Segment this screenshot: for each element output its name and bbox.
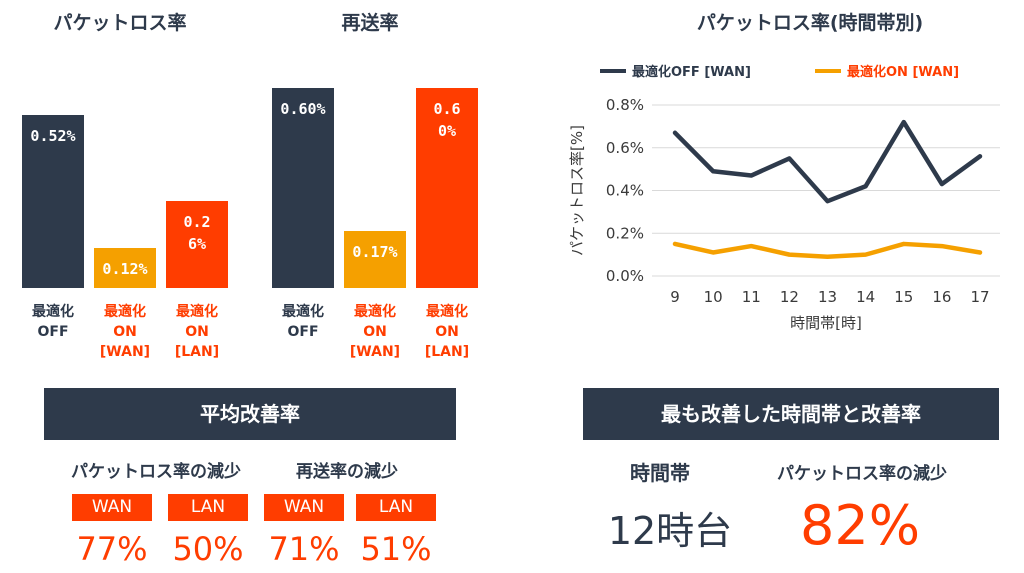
bar-chart-1-title: パケットロス率	[53, 12, 187, 34]
bar-value-label: 0.6 0%	[433, 100, 461, 140]
x-tick-label: 12	[780, 288, 799, 306]
series-line	[672, 241, 983, 260]
bar: 0.52%	[22, 114, 84, 288]
x-tick-label: 9	[670, 288, 680, 306]
bar: 0.6 0%	[416, 88, 478, 288]
lan-tag: LAN	[168, 494, 248, 521]
best-time-value: 12時台	[607, 509, 733, 553]
y-tick-label: 0.8%	[606, 96, 644, 114]
bar: 0.17%	[344, 231, 406, 288]
retransmission-reduction-label: 再送率の減少	[296, 462, 398, 482]
bar: 0.60%	[272, 88, 334, 288]
best-time-improvement-banner: 最も改善した時間帯と改善率	[583, 388, 999, 440]
retransmission-lan-reduction: 51%	[360, 530, 432, 568]
line-chart-title: パケットロス率(時間帯別)	[696, 12, 924, 34]
bar-category-label: 最適化 OFF	[32, 304, 74, 340]
series-line	[672, 119, 983, 204]
y-axis-label: パケットロス率[%]	[568, 125, 586, 256]
x-tick-label: 16	[932, 288, 951, 306]
y-tick-label: 0.6%	[606, 139, 644, 157]
line-chart: 0.0% 0.2% 0.4% 0.6% 0.8% 9 10 11 12 13 14 15 16 17 時間帯…	[568, 64, 1000, 332]
y-tick-label: 0.0%	[606, 267, 644, 285]
x-tick-label: 13	[818, 288, 837, 306]
packet-loss-reduction-label: パケットロス率の減少	[71, 462, 241, 482]
x-tick-label: 10	[704, 288, 723, 306]
bar-value-label: 0.52%	[30, 126, 76, 145]
average-improvement-banner: 平均改善率	[44, 388, 456, 440]
bar-value-label: 0.60%	[280, 100, 326, 118]
x-axis-label: 時間帯[時]	[790, 314, 862, 332]
y-tick-label: 0.2%	[606, 224, 644, 242]
bar-value-label: 0.17%	[352, 243, 398, 262]
packet-loss-lan-reduction: 50%	[172, 530, 244, 568]
bar-category-label: 最適化 OFF	[282, 304, 324, 340]
x-tick-label: 11	[742, 288, 761, 306]
lan-tag: LAN	[356, 494, 436, 521]
legend-label: 最適化OFF [WAN]	[632, 64, 751, 80]
bar-category-label: 最適化 ON [WAN]	[349, 304, 401, 360]
retransmission-wan-reduction: 71%	[268, 530, 340, 568]
y-tick-label: 0.4%	[606, 182, 644, 200]
packet-loss-wan-reduction: 77%	[76, 530, 148, 568]
bar-value-label: 0.12%	[102, 260, 148, 278]
bar-category-label: 最適化 ON [LAN]	[174, 304, 220, 360]
wan-tag: WAN	[72, 494, 152, 521]
time-period-label: 時間帯	[630, 461, 690, 485]
packet-loss-reduction-label: パケットロス率の減少	[777, 464, 947, 484]
bar-category-label: 最適化 ON [LAN]	[424, 304, 470, 360]
bar-category-label: 最適化 ON [WAN]	[99, 304, 151, 360]
best-rate-value: 82%	[799, 494, 921, 557]
wan-tag: WAN	[264, 494, 344, 521]
bar: 0.2 6%	[166, 201, 228, 288]
bar-value-label: 0.2 6%	[183, 213, 211, 254]
bar-chart-2-title: 再送率	[341, 12, 399, 34]
bar: 0.12%	[94, 248, 156, 288]
x-tick-label: 17	[970, 288, 989, 306]
legend-label: 最適化ON [WAN]	[847, 64, 959, 80]
x-tick-label: 15	[894, 288, 913, 306]
x-tick-label: 14	[856, 288, 875, 306]
